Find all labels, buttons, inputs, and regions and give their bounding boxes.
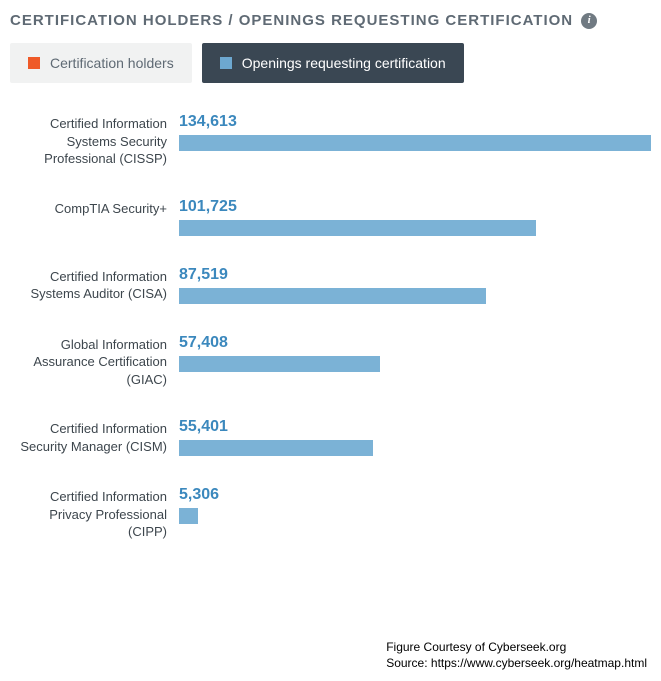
legend-toggle-holders[interactable]: Certification holders <box>10 43 192 83</box>
row-body: 87,519 <box>175 266 651 304</box>
row-label: Certified Information Systems Security P… <box>10 113 175 168</box>
title-row: CERTIFICATION HOLDERS / OPENINGS REQUEST… <box>10 12 651 29</box>
row-body: 5,306 <box>175 486 651 524</box>
row-body: 101,725 <box>175 198 651 236</box>
chart-row: Certified Information Security Manager (… <box>10 418 651 456</box>
swatch-holders-icon <box>28 57 40 69</box>
bar <box>179 508 198 524</box>
row-label: Certified Information Security Manager (… <box>10 418 175 455</box>
bar <box>179 220 536 236</box>
bar <box>179 356 380 372</box>
legend-label-holders: Certification holders <box>50 55 174 71</box>
info-icon[interactable]: i <box>581 13 597 29</box>
attribution-line2: Source: https://www.cyberseek.org/heatma… <box>386 655 647 671</box>
bar-track <box>179 220 651 236</box>
value-label: 57,408 <box>179 334 651 352</box>
legend: Certification holders Openings requestin… <box>10 43 651 83</box>
bar-chart: Certified Information Systems Security P… <box>10 113 651 541</box>
bar <box>179 135 651 151</box>
attribution: Figure Courtesy of Cyberseek.org Source:… <box>386 639 647 671</box>
swatch-openings-icon <box>220 57 232 69</box>
chart-panel: CERTIFICATION HOLDERS / OPENINGS REQUEST… <box>0 0 661 681</box>
bar-track <box>179 135 651 151</box>
page-title: CERTIFICATION HOLDERS / OPENINGS REQUEST… <box>10 12 573 29</box>
bar-track <box>179 288 651 304</box>
value-label: 87,519 <box>179 266 651 284</box>
value-label: 5,306 <box>179 486 651 504</box>
legend-label-openings: Openings requesting certification <box>242 55 446 71</box>
row-label: Global Information Assurance Certificati… <box>10 334 175 389</box>
legend-toggle-openings[interactable]: Openings requesting certification <box>202 43 464 83</box>
row-body: 134,613 <box>175 113 651 151</box>
row-label: Certified Information Privacy Profession… <box>10 486 175 541</box>
row-body: 57,408 <box>175 334 651 372</box>
value-label: 101,725 <box>179 198 651 216</box>
row-label: CompTIA Security+ <box>10 198 175 218</box>
chart-row: CompTIA Security+101,725 <box>10 198 651 236</box>
value-label: 55,401 <box>179 418 651 436</box>
bar-track <box>179 508 651 524</box>
value-label: 134,613 <box>179 113 651 131</box>
chart-row: Certified Information Systems Auditor (C… <box>10 266 651 304</box>
row-label: Certified Information Systems Auditor (C… <box>10 266 175 303</box>
chart-row: Global Information Assurance Certificati… <box>10 334 651 389</box>
bar-track <box>179 440 651 456</box>
chart-row: Certified Information Systems Security P… <box>10 113 651 168</box>
row-body: 55,401 <box>175 418 651 456</box>
bar-track <box>179 356 651 372</box>
bar <box>179 288 486 304</box>
bar <box>179 440 373 456</box>
attribution-line1: Figure Courtesy of Cyberseek.org <box>386 639 647 655</box>
chart-row: Certified Information Privacy Profession… <box>10 486 651 541</box>
